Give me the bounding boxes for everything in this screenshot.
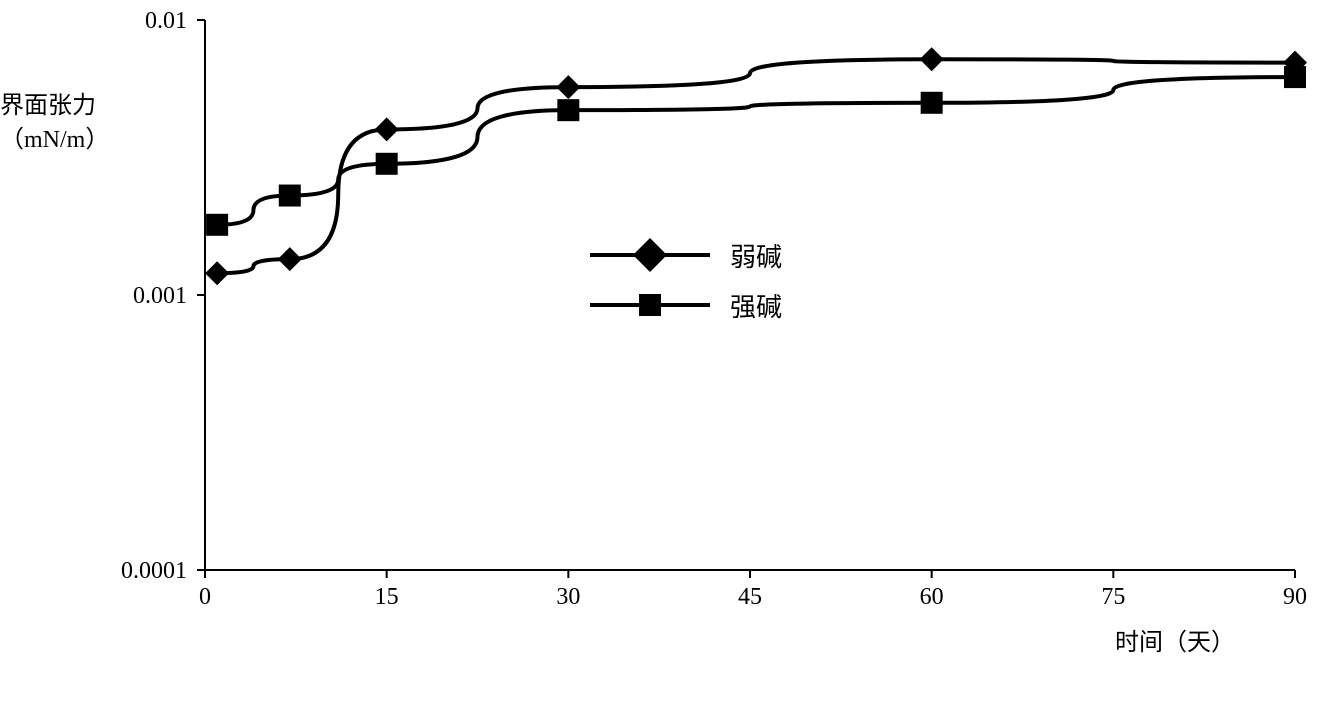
y-axis-label-line2: （mN/m） [0, 127, 109, 153]
y-axis-label-line1: 界面张力 [0, 93, 96, 119]
square-icon [639, 294, 661, 316]
legend-item-weak-alkali: 弱碱 [590, 230, 782, 280]
legend-label: 强碱 [730, 287, 782, 324]
x-tick-label: 60 [920, 584, 944, 611]
x-tick-label: 45 [738, 584, 762, 611]
y-axis-label: 界面张力 （mN/m） [0, 90, 130, 157]
legend: 弱碱 强碱 [590, 230, 782, 330]
x-tick-label: 15 [375, 584, 399, 611]
chart-container: 界面张力 （mN/m） 弱碱 强碱 时间（天） 0.0001 0.001 0.01 0… [0, 0, 1336, 704]
x-tick-label: 90 [1283, 584, 1307, 611]
legend-item-strong-alkali: 强碱 [590, 280, 782, 330]
y-tick-label: 0.0001 [0, 558, 187, 585]
x-tick-label: 75 [1101, 584, 1125, 611]
legend-line [590, 253, 710, 257]
y-tick-label: 0.001 [0, 283, 187, 310]
x-tick-label: 0 [199, 584, 211, 611]
legend-line [590, 303, 710, 307]
legend-label: 弱碱 [730, 237, 782, 274]
x-tick-label: 30 [556, 584, 580, 611]
x-axis-label: 时间（天） [1115, 622, 1235, 657]
y-tick-label: 0.01 [0, 8, 187, 35]
diamond-icon [633, 238, 667, 272]
